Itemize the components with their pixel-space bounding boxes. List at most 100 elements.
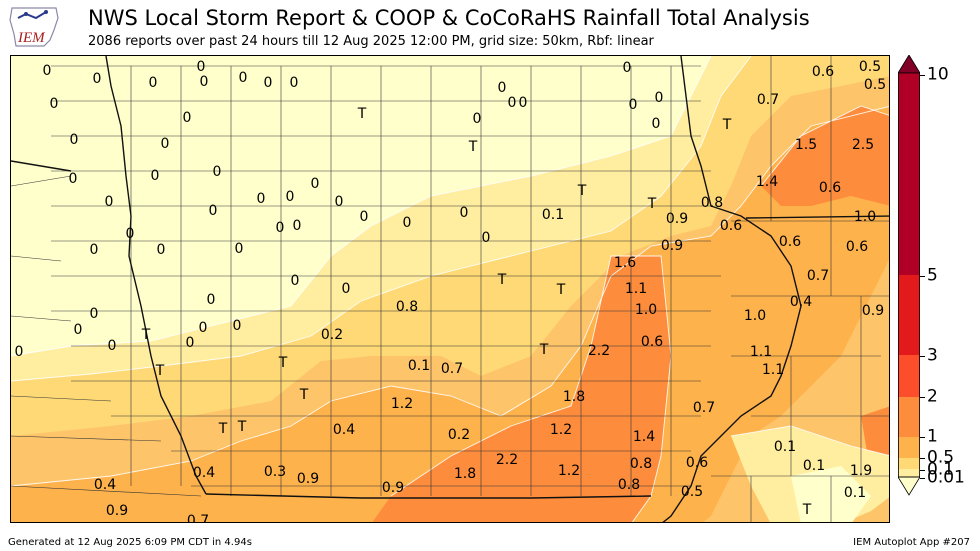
map-value-label: 1.8 bbox=[562, 389, 586, 405]
colorbar-max-arrow bbox=[898, 55, 920, 74]
colorbar-band bbox=[898, 437, 920, 458]
map-value-label: 1.8 bbox=[453, 466, 477, 482]
map-value-label: 0 bbox=[622, 60, 632, 76]
map-value-label: 0 bbox=[206, 292, 216, 308]
map-value-label: 0.6 bbox=[719, 218, 743, 234]
map-value-label: 0 bbox=[289, 75, 299, 91]
map-value-label: 0.9 bbox=[296, 471, 320, 487]
map-value-label: 0.4 bbox=[789, 294, 813, 310]
map-value-label: 1.0 bbox=[743, 308, 767, 324]
map-value-label: 0 bbox=[73, 322, 83, 338]
map-value-label: 0 bbox=[481, 230, 491, 246]
map-value-label: 1.1 bbox=[749, 344, 773, 360]
map-value-label: 0.9 bbox=[665, 211, 689, 227]
map-value-label: 1.4 bbox=[632, 429, 656, 445]
map-value-label: 0.5 bbox=[858, 59, 882, 75]
map-value-label: 1.2 bbox=[390, 396, 414, 412]
map-value-label: 0 bbox=[238, 70, 248, 86]
map-value-label: T bbox=[647, 196, 657, 212]
map-value-label: 0.9 bbox=[105, 503, 129, 519]
map-value-label: 0.2 bbox=[447, 427, 471, 443]
colorbar-tick-label: 0.01 bbox=[927, 467, 965, 488]
map-value-label: 0 bbox=[89, 242, 99, 258]
map-value-label: 0 bbox=[125, 226, 135, 242]
map-value-label: 0 bbox=[402, 215, 412, 231]
contour-1 bbox=[11, 106, 889, 522]
map-value-label: 2.5 bbox=[851, 137, 875, 153]
map-value-label: 0.1 bbox=[773, 439, 797, 455]
map-value-label: 0.9 bbox=[660, 238, 684, 254]
map-value-label: 0 bbox=[232, 318, 242, 334]
map-value-label: 0 bbox=[198, 320, 208, 336]
map-value-label: T bbox=[497, 272, 507, 288]
map-value-label: 0 bbox=[472, 111, 482, 127]
map-value-label: 0 bbox=[49, 96, 59, 112]
map-value-label: 0.7 bbox=[186, 513, 210, 523]
map-value-label: 0.7 bbox=[756, 92, 780, 108]
map-value-label: 0 bbox=[290, 273, 300, 289]
map-value-label: T bbox=[155, 363, 165, 379]
map-value-label: 0 bbox=[507, 95, 517, 111]
colorbar-tick-label: 0.5 bbox=[927, 447, 955, 468]
map-value-label: 0 bbox=[104, 194, 114, 210]
map-value-label: 0.4 bbox=[332, 422, 356, 438]
colorbar-tick-label: 2 bbox=[927, 386, 938, 407]
map-value-label: 1.2 bbox=[557, 463, 581, 479]
map-value-label: 0.3 bbox=[263, 464, 287, 480]
map-value-label: T bbox=[722, 117, 732, 133]
map-value-label: T bbox=[357, 106, 367, 122]
map-value-label: 0 bbox=[651, 116, 661, 132]
map-value-label: 1.0 bbox=[634, 302, 658, 318]
map-value-label: 0.6 bbox=[778, 234, 802, 250]
map-value-label: 0 bbox=[310, 176, 320, 192]
map-value-label: T bbox=[577, 183, 587, 199]
map-value-label: T bbox=[468, 139, 478, 155]
map-value-label: 0.9 bbox=[861, 303, 885, 319]
map-value-label: 1.1 bbox=[624, 281, 648, 297]
map-value-label: 0 bbox=[208, 203, 218, 219]
colorbar bbox=[898, 55, 920, 496]
colorbar-tick-label: 0.1 bbox=[927, 459, 955, 480]
map-value-label: 0 bbox=[212, 164, 222, 180]
footer-generated: Generated at 12 Aug 2025 6:09 PM CDT in … bbox=[8, 537, 252, 548]
map-value-label: 0.6 bbox=[845, 239, 869, 255]
map-value-label: 0.1 bbox=[541, 207, 565, 223]
map-value-label: 0 bbox=[292, 218, 302, 234]
map-value-label: 0.1 bbox=[802, 458, 826, 474]
svg-text:IEM: IEM bbox=[17, 30, 46, 46]
map-value-label: 1.9 bbox=[849, 463, 873, 479]
map-value-label: 0 bbox=[263, 75, 273, 91]
map-value-label: 0.1 bbox=[407, 358, 431, 374]
map-value-label: T bbox=[539, 342, 549, 358]
map-value-label: 1.5 bbox=[794, 137, 818, 153]
map-value-label: T bbox=[802, 502, 812, 518]
colorbar-band bbox=[898, 458, 920, 469]
map-value-label: 0 bbox=[156, 242, 166, 258]
map-value-label: 0 bbox=[89, 306, 99, 322]
footer-app: IEM Autoplot App #207 bbox=[853, 537, 970, 548]
map-value-label: 0 bbox=[359, 209, 369, 225]
map-value-label: 0.8 bbox=[629, 456, 653, 472]
colorbar-band bbox=[898, 355, 920, 397]
page-subtitle: 2086 reports over past 24 hours till 12 … bbox=[88, 34, 654, 49]
map-value-label: 0 bbox=[42, 63, 52, 79]
map-value-label: 0 bbox=[341, 281, 351, 297]
map-value-label: 0.8 bbox=[395, 299, 419, 315]
map-value-label: 1.6 bbox=[613, 255, 637, 271]
map-value-label: 0.5 bbox=[863, 77, 887, 93]
map-value-label: 1.4 bbox=[755, 174, 779, 190]
map-value-label: 0 bbox=[628, 97, 638, 113]
map-value-label: T bbox=[218, 421, 228, 437]
map-value-label: 0 bbox=[459, 205, 469, 221]
rainfall-contour-layer bbox=[11, 56, 889, 522]
map-value-label: 0 bbox=[107, 338, 117, 354]
map-value-label: 0.5 bbox=[680, 484, 704, 500]
colorbar-band bbox=[898, 73, 920, 275]
map-value-label: 0 bbox=[334, 194, 344, 210]
map-value-label: 0 bbox=[69, 132, 79, 148]
map-value-label: T bbox=[299, 387, 309, 403]
map-value-label: 0 bbox=[497, 80, 507, 96]
page-title: NWS Local Storm Report & COOP & CoCoRaHS… bbox=[88, 6, 810, 30]
map-value-label: 0.7 bbox=[692, 400, 716, 416]
